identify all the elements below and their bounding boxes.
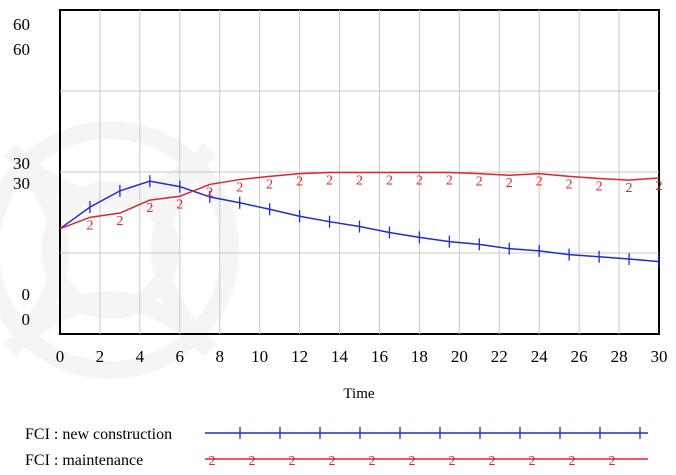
x-tick-label: 10 (251, 347, 268, 366)
x-tick-label: 18 (411, 347, 428, 366)
legend: FCI : new construction FCI : maintenance 2… (25, 426, 648, 469)
legend-marker: 2 (209, 454, 216, 469)
x-tick-label: 30 (651, 347, 668, 366)
y-tick-label: 0 (22, 285, 31, 304)
data-point: 2 (506, 176, 513, 191)
y-tick-label: 60 (13, 15, 30, 34)
data-point: 2 (446, 174, 453, 189)
x-tick-label: 16 (371, 347, 388, 366)
legend-label: FCI : maintenance (25, 452, 143, 469)
data-point: 2 (626, 181, 633, 196)
x-tick-label: 0 (56, 347, 65, 366)
y-tick-label: 0 (22, 310, 31, 329)
data-point: 2 (146, 201, 153, 216)
x-tick-label: 12 (291, 347, 308, 366)
x-axis-label: Time (343, 386, 374, 402)
series-line (59, 171, 660, 230)
data-point: 2 (236, 181, 243, 196)
data-point: 2 (86, 218, 93, 233)
data-point: 2 (116, 214, 123, 229)
legend-label: FCI : new construction (25, 426, 172, 443)
x-tick-label: 14 (331, 347, 349, 366)
data-point: 2 (266, 177, 273, 192)
legend-marker: 2 (249, 454, 256, 469)
x-tick-label: 8 (215, 347, 224, 366)
x-tick-label: 24 (531, 347, 549, 366)
data-point: 2 (416, 174, 423, 189)
data-point: 2 (536, 175, 543, 190)
data-point: 2 (596, 179, 603, 194)
x-tick-label: 28 (611, 347, 628, 366)
x-tick-label: 6 (176, 347, 185, 366)
legend-marker: 2 (609, 454, 616, 469)
data-point: 2 (476, 175, 483, 190)
legend-marker: 2 (329, 454, 336, 469)
data-point: 2 (176, 197, 183, 212)
legend-marker: 2 (569, 454, 576, 469)
x-tick-label: 20 (451, 347, 468, 366)
x-tick-label: 22 (491, 347, 508, 366)
x-tick-label: 2 (96, 347, 105, 366)
legend-marker: 2 (449, 454, 456, 469)
data-point: 2 (566, 177, 573, 192)
data-point: 2 (386, 174, 393, 189)
legend-marker: 2 (489, 454, 496, 469)
y-tick-label: 30 (13, 174, 30, 193)
data-point: 2 (356, 174, 363, 189)
legend-marker: 2 (289, 454, 296, 469)
y-tick-label: 60 (13, 40, 30, 59)
x-tick-label: 4 (136, 347, 145, 366)
data-point: 2 (206, 185, 213, 200)
y-tick-label: 30 (13, 154, 30, 173)
legend-marker: 2 (529, 454, 536, 469)
x-axis-ticks: 0 2 4 6 8 10 12 14 16 18 20 22 24 26 28 30 (56, 347, 668, 366)
data-point: 2 (656, 179, 663, 194)
grid-lines (60, 10, 659, 334)
legend-marker: 2 (409, 454, 416, 469)
x-tick-label: 26 (571, 347, 588, 366)
series-markers: 2 2 2 2 2 2 2 2 2 2 2 2 2 2 2 2 2 2 2 2 (86, 174, 663, 268)
data-point: 2 (326, 174, 333, 189)
data-point: 2 (296, 175, 303, 190)
legend-marker: 2 (369, 454, 376, 469)
